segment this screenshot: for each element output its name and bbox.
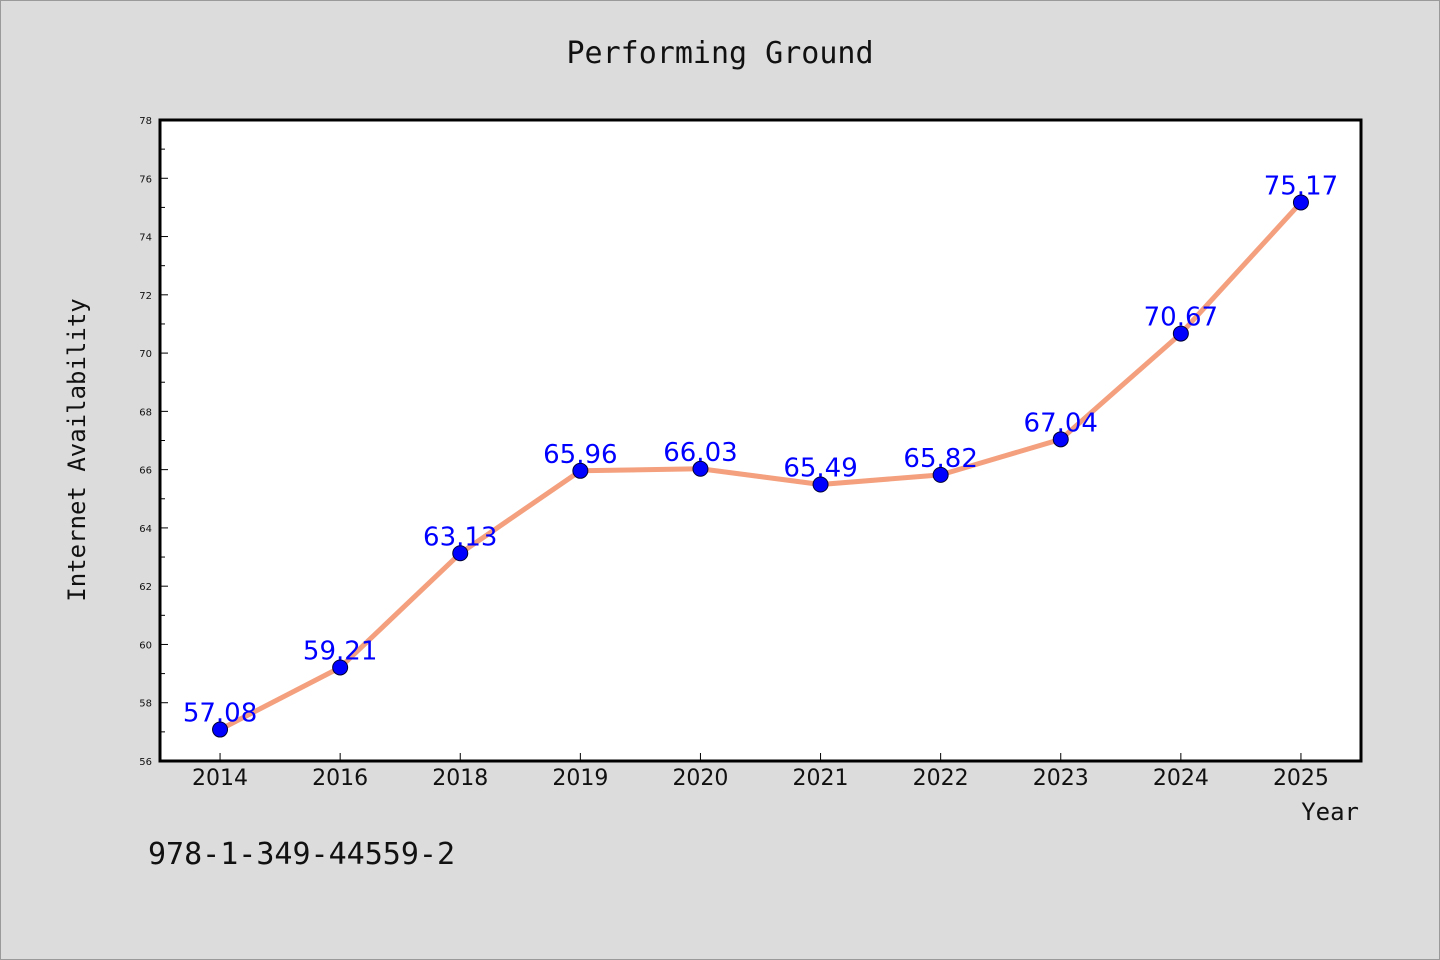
data-label: 65.49 (783, 453, 857, 483)
data-label: 65.82 (903, 444, 977, 474)
y-tick-label: 78 (139, 116, 152, 127)
x-tick-label: 2016 (312, 766, 368, 791)
x-tick-label: 2020 (672, 766, 728, 791)
x-tick-label: 2022 (913, 766, 969, 791)
data-point (332, 659, 349, 676)
y-tick-label: 74 (139, 233, 152, 244)
chart-title: Performing Ground (566, 36, 873, 71)
x-axis-label: Year (1301, 798, 1359, 826)
data-labels: 57.08 59.21 63.13 65.96 66.03 65.49 65.82 67.04… (183, 171, 1338, 728)
x-tick-label: 2019 (552, 766, 608, 791)
y-tick-label: 72 (139, 291, 152, 302)
series-line (217, 199, 1304, 733)
data-label: 67.04 (1024, 408, 1098, 438)
x-axis: 2014 2016 2018 2019 2020 2021 2022 2023 2024 2025 (192, 753, 1329, 791)
data-label: 63.13 (423, 522, 497, 552)
data-point (1052, 431, 1069, 448)
data-label: 57.08 (183, 699, 257, 729)
data-point (932, 466, 949, 483)
y-axis: 56 58 60 62 64 66 68 70 72 74 76 78 (139, 116, 168, 768)
data-point (692, 460, 709, 477)
y-tick-label: 66 (139, 466, 152, 477)
data-point (812, 476, 829, 493)
y-tick-label: 70 (139, 349, 152, 360)
y-tick-label: 64 (139, 524, 152, 535)
data-label: 75.17 (1264, 171, 1338, 201)
x-tick-label: 2018 (432, 766, 488, 791)
plot-area (158, 118, 1363, 763)
y-tick-label: 56 (139, 757, 152, 768)
data-point (1172, 325, 1189, 342)
data-markers (212, 194, 1309, 738)
data-label: 59.21 (303, 636, 377, 666)
y-tick-label: 68 (139, 407, 152, 418)
data-point (212, 721, 229, 738)
y-tick-label: 62 (139, 582, 152, 593)
x-tick-label: 2014 (192, 766, 248, 791)
data-point (1292, 194, 1309, 211)
y-axis-label: Internet Availability (63, 298, 91, 601)
y-tick-label: 76 (139, 174, 152, 185)
x-tick-label: 2023 (1033, 766, 1089, 791)
y-tick-label: 60 (139, 640, 152, 651)
x-tick-label: 2025 (1273, 766, 1329, 791)
x-tick-label: 2021 (793, 766, 849, 791)
footer-code: 978-1-349-44559-2 (148, 837, 455, 872)
data-label: 66.03 (663, 438, 737, 468)
y-tick-label: 58 (139, 699, 152, 710)
x-tick-label: 2024 (1153, 766, 1209, 791)
data-label: 70.67 (1144, 303, 1218, 333)
data-point (572, 462, 589, 479)
data-point (452, 545, 469, 562)
data-label: 65.96 (543, 440, 617, 470)
